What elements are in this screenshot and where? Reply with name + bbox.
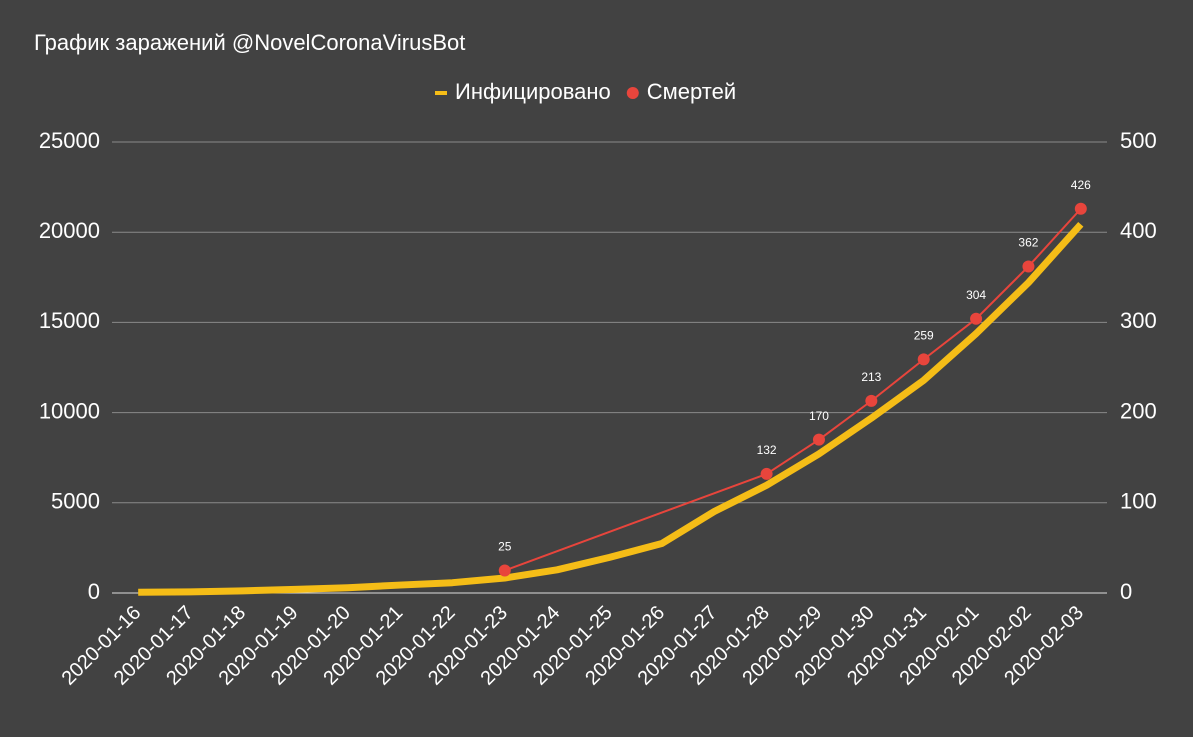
data-label: 426 bbox=[1071, 178, 1091, 192]
y2-tick-label: 500 bbox=[1120, 128, 1157, 153]
y2-tick-label: 0 bbox=[1120, 579, 1132, 604]
y2-tick-label: 400 bbox=[1120, 218, 1157, 243]
data-point bbox=[1074, 202, 1087, 215]
data-point bbox=[1022, 260, 1035, 273]
y-tick-label: 0 bbox=[88, 579, 100, 604]
data-point bbox=[812, 433, 825, 446]
data-point bbox=[970, 312, 983, 325]
y2-tick-label: 300 bbox=[1120, 308, 1157, 333]
y2-tick-label: 200 bbox=[1120, 398, 1157, 423]
legend-marker bbox=[435, 91, 447, 95]
data-point bbox=[498, 564, 511, 577]
y-tick-label: 5000 bbox=[51, 489, 100, 514]
data-point bbox=[865, 394, 878, 407]
data-label: 213 bbox=[861, 370, 881, 384]
legend-label: Инфицировано bbox=[455, 79, 611, 104]
y-tick-label: 20000 bbox=[39, 218, 100, 243]
data-label: 304 bbox=[966, 288, 986, 302]
y-tick-label: 25000 bbox=[39, 128, 100, 153]
legend-label: Смертей bbox=[647, 79, 736, 104]
y-tick-label: 10000 bbox=[39, 398, 100, 423]
y2-tick-label: 100 bbox=[1120, 489, 1157, 514]
data-point bbox=[760, 467, 773, 480]
data-label: 259 bbox=[914, 329, 934, 343]
data-label: 362 bbox=[1018, 236, 1038, 250]
data-label: 25 bbox=[498, 540, 512, 554]
data-label: 170 bbox=[809, 409, 829, 423]
data-point bbox=[917, 353, 930, 366]
data-label: 132 bbox=[757, 443, 777, 457]
legend-marker bbox=[626, 87, 639, 99]
series-line bbox=[138, 221, 1084, 596]
y-tick-label: 15000 bbox=[39, 308, 100, 333]
chart-title: График заражений @NovelCoronaVirusBot bbox=[34, 30, 465, 55]
series-line bbox=[504, 208, 1082, 572]
